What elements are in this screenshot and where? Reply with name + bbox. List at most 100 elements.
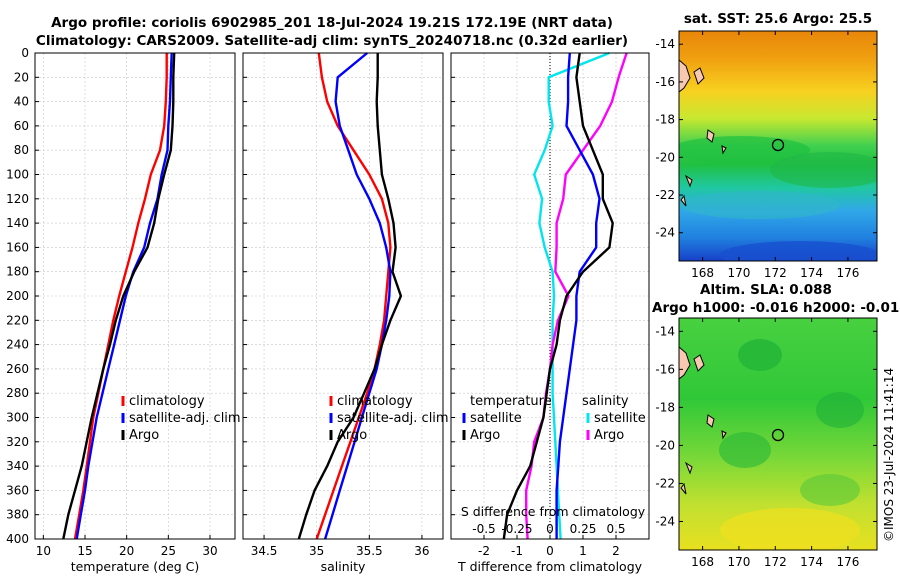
y-tick-label: 380 bbox=[6, 508, 29, 522]
argo-position-marker bbox=[771, 138, 785, 152]
x-tick-label: 36 bbox=[414, 544, 429, 558]
x-tick-label: 2 bbox=[612, 544, 620, 558]
sst-map-frame bbox=[678, 30, 878, 262]
sla-patch bbox=[720, 508, 860, 550]
map-y-tick-label: -18 bbox=[655, 113, 675, 127]
sla-map-title2: Argo h1000: -0.016 h2000: -0.015 bbox=[652, 300, 900, 316]
temperature-legend-label: Argo bbox=[129, 428, 159, 443]
x-tick-label: 20 bbox=[119, 544, 134, 558]
temperature-climatology-line bbox=[73, 53, 168, 540]
map-x-tick-label: 176 bbox=[836, 555, 859, 569]
salinity-xlabel: salinity bbox=[321, 559, 366, 574]
map-y-tick-label: -16 bbox=[655, 362, 675, 376]
map-x-tick-label: 170 bbox=[727, 266, 750, 280]
temperature-diff-satellite-line bbox=[555, 52, 601, 539]
map-y-tick-label: -24 bbox=[655, 514, 675, 528]
map-y-tick-label: -22 bbox=[655, 188, 675, 202]
map-x-tick-label: 174 bbox=[800, 555, 823, 569]
y-tick-label: 160 bbox=[6, 240, 29, 254]
y-tick-label: 0 bbox=[21, 46, 29, 60]
y-tick-label: 60 bbox=[14, 119, 29, 133]
diff-salinity-legend-label: Argo bbox=[594, 428, 624, 443]
salinity-legend-label: satellite-adj. clim bbox=[337, 411, 449, 426]
sla-map: Altim. SLA: 0.088 Argo h1000: -0.016 h20… bbox=[652, 282, 900, 569]
coastline-island bbox=[684, 461, 693, 475]
y-tick-label: 260 bbox=[6, 362, 29, 376]
difference-xlabel: T difference from climatology bbox=[457, 559, 643, 574]
map-x-tick-label: 176 bbox=[836, 266, 859, 280]
map-y-tick-label: -18 bbox=[655, 400, 675, 414]
x-tick-label: 25 bbox=[161, 544, 176, 558]
sla-patch bbox=[719, 432, 771, 468]
salinity-legend-label: Argo bbox=[337, 428, 367, 443]
sst-patch bbox=[720, 241, 877, 261]
coastline-island bbox=[680, 482, 687, 495]
y-tick-label: 120 bbox=[6, 192, 29, 206]
coastline-island bbox=[679, 59, 691, 93]
map-y-tick-label: -16 bbox=[655, 75, 675, 89]
temperature-panel-frame bbox=[34, 52, 236, 540]
temperature-legend-label: climatology bbox=[129, 394, 205, 409]
map-x-tick-label: 174 bbox=[800, 266, 823, 280]
map-x-tick-label: 170 bbox=[727, 555, 750, 569]
x-tick-label: -2 bbox=[478, 544, 490, 558]
x-tick-label: 0 bbox=[546, 544, 554, 558]
coastline-island bbox=[693, 67, 705, 85]
salinity-satellite-line bbox=[323, 52, 392, 540]
y-tick-label: 180 bbox=[6, 265, 29, 279]
map-x-tick-label: 172 bbox=[764, 555, 787, 569]
x-tick-label: 10 bbox=[36, 544, 51, 558]
y-tick-label: 100 bbox=[6, 168, 29, 182]
y-tick-label: 300 bbox=[6, 411, 29, 425]
coastline-island bbox=[706, 414, 715, 428]
coastline-island bbox=[721, 430, 727, 440]
figure-title-line2: Climatology: CARS2009. Satellite-adj cli… bbox=[36, 33, 628, 49]
diff-temperature-legend-label: Argo bbox=[470, 428, 500, 443]
coastline-island bbox=[684, 174, 693, 188]
salinity-argo-line bbox=[297, 53, 403, 540]
map-y-tick-label: -24 bbox=[655, 226, 675, 240]
map-y-tick-label: -20 bbox=[655, 150, 675, 164]
y-tick-label: 240 bbox=[6, 338, 29, 352]
map-x-tick-label: 168 bbox=[691, 555, 714, 569]
y-tick-label: 360 bbox=[6, 483, 29, 497]
y-tick-label: 40 bbox=[14, 95, 29, 109]
y-tick-label: 20 bbox=[14, 70, 29, 84]
coastline-island bbox=[679, 346, 691, 380]
map-y-tick-label: -22 bbox=[655, 476, 675, 490]
s-tick-label: -0.5 bbox=[472, 522, 495, 536]
x-tick-label: 35.5 bbox=[356, 544, 383, 558]
sst-patch bbox=[770, 152, 877, 188]
difference-panel-frame bbox=[450, 52, 650, 540]
map-y-tick-label: -20 bbox=[655, 438, 675, 452]
y-tick-label: 80 bbox=[14, 143, 29, 157]
s-tick-label: 0.25 bbox=[570, 522, 597, 536]
y-tick-label: 400 bbox=[6, 532, 29, 546]
map-y-tick-label: -14 bbox=[655, 324, 675, 338]
coastline-island bbox=[706, 129, 715, 143]
temperature-legend-label: satellite-adj. clim bbox=[129, 411, 241, 426]
y-tick-label: 200 bbox=[6, 289, 29, 303]
diff-temperature-legend-label: satellite bbox=[470, 411, 522, 426]
salinity-panel: 34.5 35 35.5 36 salinity climatology satellite… bbox=[242, 52, 449, 574]
s-tick-label: 0 bbox=[546, 522, 554, 536]
sst-map-title: sat. SST: 25.6 Argo: 25.5 bbox=[684, 11, 872, 27]
difference-top-label: S difference from climatology bbox=[461, 504, 646, 519]
difference-panel: -2 -1 0 1 2T difference from climatology S di… bbox=[450, 51, 650, 574]
map-x-tick-label: 168 bbox=[691, 266, 714, 280]
temperature-diff-argo-line bbox=[502, 52, 614, 540]
y-tick-label: 320 bbox=[6, 435, 29, 449]
sst-patch bbox=[680, 191, 840, 219]
salinity-panel-frame bbox=[242, 52, 444, 540]
x-tick-label: 1 bbox=[579, 544, 587, 558]
y-tick-label: 340 bbox=[6, 459, 29, 473]
temperature-legend-title: temperature bbox=[470, 394, 552, 409]
sst-map: sat. SST: 25.6 Argo: 25.5 168 170 172 174 17… bbox=[655, 11, 878, 280]
salinity-legend-title: salinity bbox=[582, 394, 629, 409]
sla-patch bbox=[738, 339, 782, 371]
sla-patch bbox=[816, 392, 864, 428]
sla-map-frame bbox=[678, 317, 878, 551]
sla-patch bbox=[800, 474, 860, 506]
figure-title-line1: Argo profile: coriolis 6902985_201 18-Ju… bbox=[51, 15, 613, 31]
